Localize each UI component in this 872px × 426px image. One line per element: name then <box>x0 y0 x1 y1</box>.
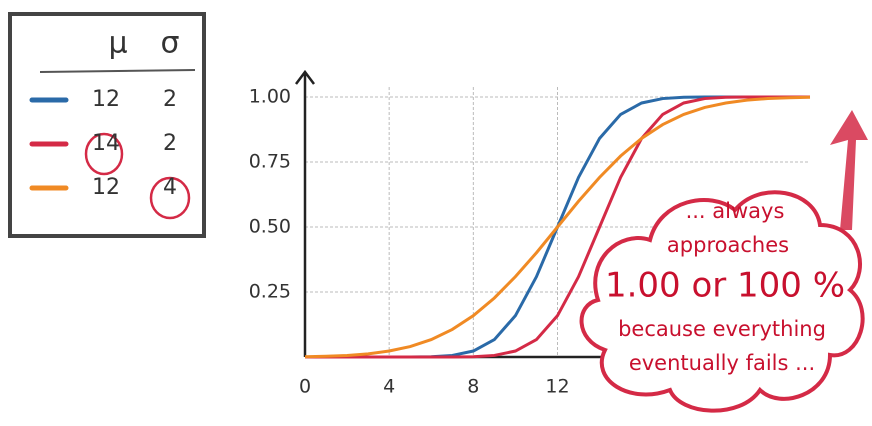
y-axis <box>295 69 315 357</box>
legend-header: μ <box>108 26 127 61</box>
annotation: because everything <box>618 317 826 341</box>
y-tick-label: 0.75 <box>249 151 291 173</box>
arrow-up <box>830 110 868 230</box>
legend-box <box>8 12 206 238</box>
y-tick-label: 1.00 <box>249 86 291 108</box>
legend-sigma: 2 <box>163 87 177 112</box>
legend-sigma: 2 <box>163 131 177 156</box>
annotation: 1.00 or 100 % <box>605 266 845 306</box>
highlight-circle <box>84 132 124 176</box>
annotation: eventually fails ... <box>629 351 815 375</box>
cdf-line <box>304 95 811 359</box>
legend-header: σ <box>160 26 179 61</box>
cdf-line <box>305 95 810 359</box>
legend-sigma: 4 <box>163 175 177 200</box>
x-tick-label: 8 <box>467 376 479 398</box>
legend-mu: 14 <box>92 131 120 156</box>
annotation: ... always <box>686 199 785 223</box>
legend-mu: 12 <box>92 87 120 112</box>
legend-mu: 12 <box>92 175 120 200</box>
x-tick-label: 4 <box>383 376 395 398</box>
legend-rule <box>39 69 196 73</box>
y-tick-label: 0.50 <box>249 216 291 238</box>
x-tick-label: 0 <box>299 376 311 398</box>
callout-cloud <box>579 190 865 413</box>
annotation: approaches <box>667 233 789 257</box>
y-tick-label: 0.25 <box>249 281 291 303</box>
highlight-circle <box>149 176 191 220</box>
x-tick-label: 12 <box>545 376 569 398</box>
